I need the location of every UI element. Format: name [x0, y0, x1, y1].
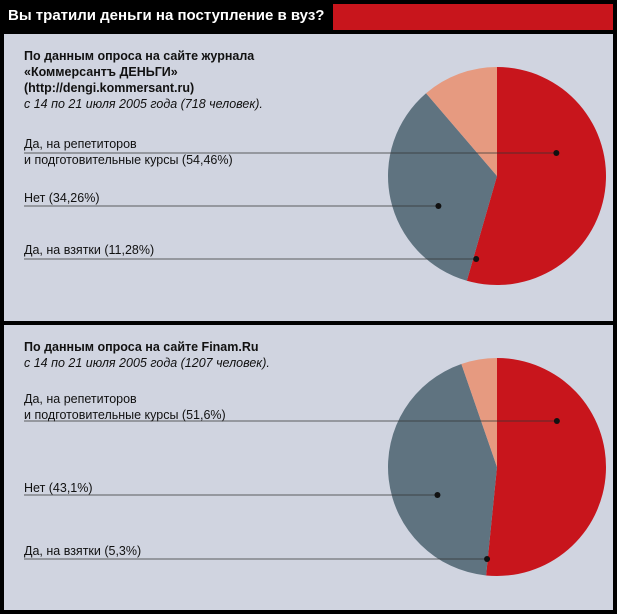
label-line: Да, на репетиторов — [24, 137, 137, 151]
page-title: Вы тратили деньги на поступление в вуз? — [8, 7, 325, 24]
source-line: По данным опроса на сайте журнала — [24, 49, 255, 63]
pie-chart-finam — [24, 358, 606, 576]
leader-dot — [473, 256, 480, 262]
survey-panel-kommersant: По данным опроса на сайте журнала «Комме… — [4, 34, 613, 321]
label-line: и подготовительные курсы (54,46%) — [24, 153, 233, 167]
header-accent-stripe — [333, 4, 613, 30]
source-line: (http://dengi.kommersant.ru) — [24, 81, 195, 95]
label-line: Да, на репетиторов — [24, 392, 137, 406]
slice-no — [387, 93, 497, 281]
label-line: и подготовительные курсы (51,6%) — [24, 408, 226, 422]
leader-dot — [553, 150, 560, 156]
source-block: По данным опроса на сайте журнала «Комме… — [24, 48, 263, 112]
slice-tutors — [466, 67, 607, 285]
label-bribes: Да, на взятки (5,3%) — [24, 544, 142, 558]
leader-dot — [553, 418, 560, 424]
source-block: По данным опроса на сайте Finam.Ru с 14 … — [24, 339, 270, 371]
leader-dot — [434, 492, 441, 498]
leader-dot — [435, 203, 442, 209]
slice-no — [387, 363, 497, 576]
header-bar: Вы тратили деньги на поступление в вуз? — [0, 0, 617, 34]
leader-dot — [484, 556, 491, 562]
source-line: «Коммерсантъ ДЕНЬГИ» — [24, 65, 178, 79]
label-bribes: Да, на взятки (11,28%) — [24, 243, 155, 257]
label-tutors: Да, на репетиторов и подготовительные ку… — [24, 136, 233, 168]
pie-chart-kommersant — [24, 67, 607, 285]
slice-bribes — [426, 67, 497, 176]
survey-period: с 14 по 21 июля 2005 года (718 человек). — [24, 97, 263, 111]
source-line: По данным опроса на сайте Finam.Ru — [24, 340, 259, 354]
slice-tutors — [486, 358, 606, 576]
slice-bribes — [461, 358, 497, 467]
survey-period: с 14 по 21 июля 2005 года (1207 человек)… — [24, 356, 270, 370]
label-no: Нет (43,1%) — [24, 481, 93, 495]
label-tutors: Да, на репетиторов и подготовительные ку… — [24, 391, 226, 423]
survey-panel-finam: По данным опроса на сайте Finam.Ru с 14 … — [4, 325, 613, 610]
label-no: Нет (34,26%) — [24, 191, 100, 205]
